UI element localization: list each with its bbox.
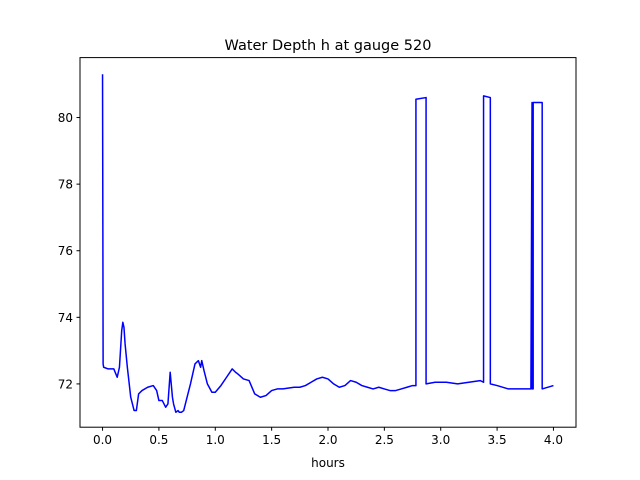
- series-line-water-depth: [101, 74, 554, 413]
- x-tick-label: 2.0: [318, 433, 337, 447]
- x-tick-label: 2.5: [375, 433, 394, 447]
- x-axis-label: hours: [311, 456, 345, 470]
- x-axis: 0.0 0.5 1.0 1.5 2.0 2.5 3.0 3.5 4.0: [93, 427, 563, 447]
- x-tick-label: 1.0: [206, 433, 225, 447]
- plot-area-frame: [79, 57, 577, 428]
- x-tick-label: 3.0: [431, 433, 450, 447]
- y-tick-label: 72: [58, 377, 73, 391]
- x-tick-label: 3.5: [488, 433, 507, 447]
- x-tick-label: 4.0: [544, 433, 563, 447]
- x-tick-label: 0.0: [93, 433, 112, 447]
- x-tick-label: 1.5: [262, 433, 281, 447]
- chart-title: Water Depth h at gauge 520: [225, 38, 432, 54]
- x-tick-label: 0.5: [149, 433, 168, 447]
- y-tick-label: 80: [58, 111, 73, 125]
- y-axis: 72 74 76 78 80: [58, 111, 80, 391]
- y-tick-label: 76: [58, 244, 73, 258]
- y-tick-label: 78: [58, 178, 73, 192]
- y-tick-label: 74: [58, 311, 73, 325]
